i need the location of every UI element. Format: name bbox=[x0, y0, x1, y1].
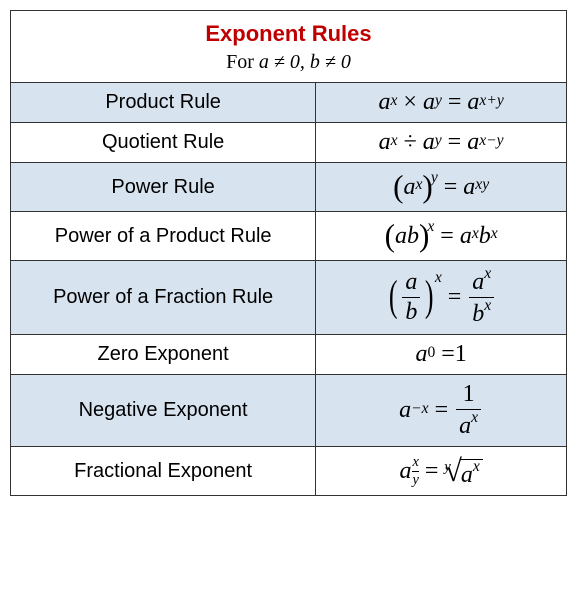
subtitle: For a ≠ 0, b ≠ 0 bbox=[11, 51, 566, 74]
rule-name: Fractional Exponent bbox=[11, 447, 316, 495]
table-header: Exponent Rules For a ≠ 0, b ≠ 0 bbox=[11, 11, 566, 83]
rule-formula: ( ax ) y = axy bbox=[316, 163, 566, 211]
row-quotient: Quotient Rule ax ÷ ay = ax−y bbox=[11, 123, 566, 163]
row-product: Product Rule ax × ay = ax+y bbox=[11, 83, 566, 123]
rule-formula: ax ÷ ay = ax−y bbox=[316, 123, 566, 162]
rule-formula: ( a b ) x = ax bx bbox=[316, 261, 566, 334]
row-power-fraction: Power of a Fraction Rule ( a b ) x = ax … bbox=[11, 261, 566, 335]
row-zero: Zero Exponent a0 = 1 bbox=[11, 335, 566, 375]
rule-name: Power of a Product Rule bbox=[11, 212, 316, 260]
title: Exponent Rules bbox=[11, 21, 566, 47]
rule-formula: ax × ay = ax+y bbox=[316, 83, 566, 122]
rule-name: Negative Exponent bbox=[11, 375, 316, 446]
rule-formula: axy = y √ ax bbox=[316, 447, 566, 495]
rule-name: Power Rule bbox=[11, 163, 316, 211]
exponent-rules-table: Exponent Rules For a ≠ 0, b ≠ 0 Product … bbox=[10, 10, 567, 496]
rule-formula: ( ab ) x = axbx bbox=[316, 212, 566, 260]
row-power: Power Rule ( ax ) y = axy bbox=[11, 163, 566, 212]
row-fractional: Fractional Exponent axy = y √ ax bbox=[11, 447, 566, 495]
rule-formula: a0 = 1 bbox=[316, 335, 566, 374]
row-power-product: Power of a Product Rule ( ab ) x = axbx bbox=[11, 212, 566, 261]
rule-formula: a−x = 1 ax bbox=[316, 375, 566, 446]
rule-name: Power of a Fraction Rule bbox=[11, 261, 316, 334]
rule-name: Product Rule bbox=[11, 83, 316, 122]
rule-name: Zero Exponent bbox=[11, 335, 316, 374]
row-negative: Negative Exponent a−x = 1 ax bbox=[11, 375, 566, 447]
rule-name: Quotient Rule bbox=[11, 123, 316, 162]
